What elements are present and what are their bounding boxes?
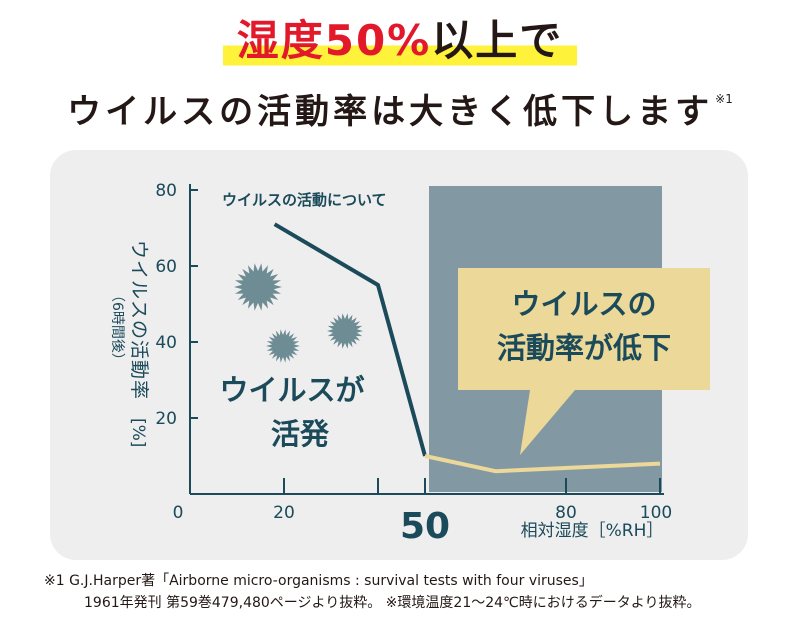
y-axis-label-sub: （6時間後）: [109, 288, 125, 367]
headline-sub-text: ウイルスの活動率は大きく低下します: [67, 92, 714, 132]
x-tick-label: 100: [640, 503, 672, 523]
callout-line2: 活動率が低下: [497, 331, 671, 365]
virus-icon: [266, 329, 300, 363]
chart-ticks: 20 40 60 80 0 20 50 80 100: [155, 181, 672, 547]
headline-sub: ウイルスの活動率は大きく低下します ※1: [0, 84, 800, 134]
headline-rest: 以上で: [431, 16, 564, 65]
headline-main: 湿度50%以上で: [0, 12, 800, 72]
callout-shape: [458, 268, 710, 455]
virus-active-label-line1: ウイルスが: [219, 373, 364, 407]
y-tick-label: 80: [155, 181, 177, 201]
headline-humidity: 湿度50%: [236, 16, 432, 65]
x-tick-label: 50: [400, 506, 450, 547]
callout-bubble: ウイルスの 活動率が低下: [458, 268, 710, 455]
footnote-line2: 1961年発刊 第59巻479,480ページより抜粋。 ※環境温度21～24℃時…: [84, 595, 701, 611]
y-tick-label: 40: [155, 333, 177, 353]
x-tick-label: 0: [173, 503, 184, 523]
virus-icons: [234, 263, 363, 363]
virus-icon: [327, 313, 363, 349]
virus-active-label-line2: 活発: [271, 417, 330, 451]
headline-highlight: 湿度50%以上で: [222, 12, 578, 70]
chart-title: ウイルスの活動について: [222, 191, 387, 209]
callout-line1: ウイルスの: [511, 287, 656, 321]
x-axis-label: 相対湿度［%RH］: [521, 521, 664, 541]
y-axis-label: ウイルスの活動率 （6時間後） [%]: [109, 240, 150, 447]
x-tick-label: 80: [555, 503, 577, 523]
y-axis-label-unit: [%]: [128, 418, 148, 447]
y-tick-label: 20: [155, 409, 177, 429]
footnote-line1: ※1 G.J.Harper著「Airborne micro-organisms …: [44, 573, 593, 589]
y-tick-label: 60: [155, 257, 177, 277]
virus-active-label: ウイルスが 活発: [219, 373, 364, 451]
headline-footnote-mark: ※1: [715, 92, 733, 106]
y-axis-label-main: ウイルスの活動率: [128, 240, 150, 400]
chart-axes: [189, 184, 664, 495]
x-tick-label: 20: [273, 503, 295, 523]
virus-icon: [234, 263, 282, 311]
footnote: ※1 G.J.Harper著「Airborne micro-organisms …: [44, 570, 784, 614]
chart-series: [273, 222, 661, 474]
